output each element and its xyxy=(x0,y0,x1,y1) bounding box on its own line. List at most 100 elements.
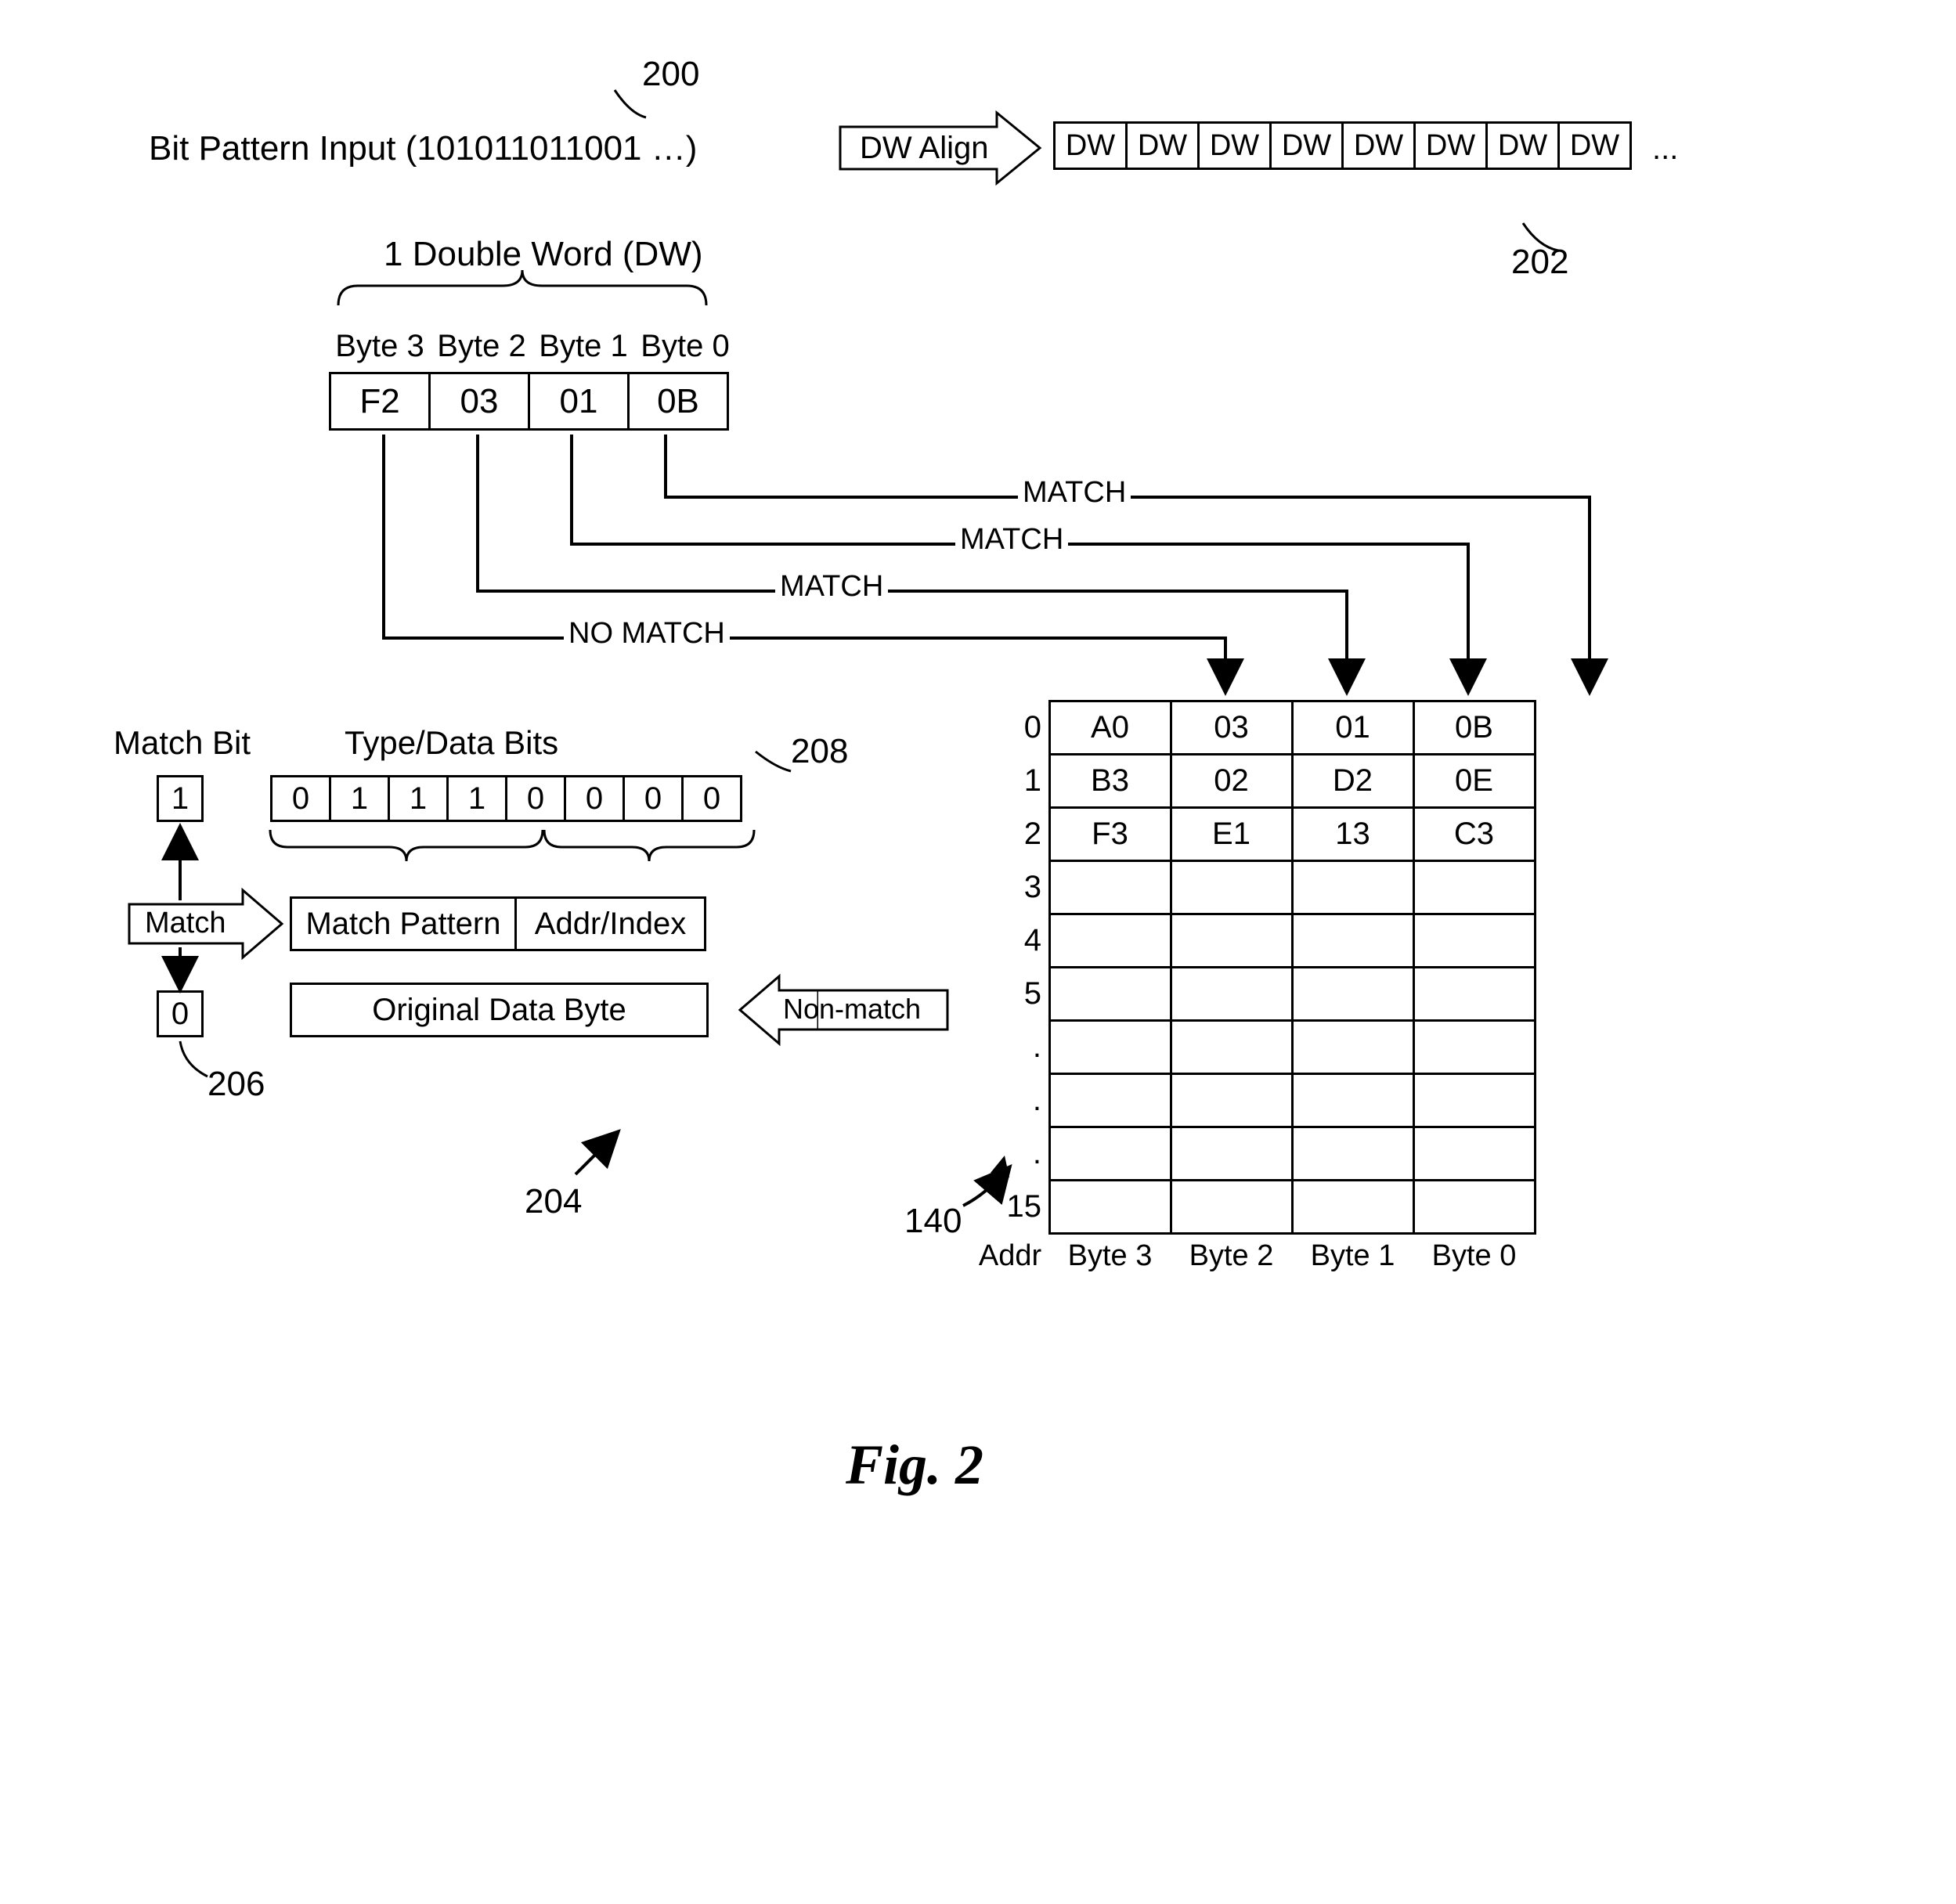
table-cell-empty xyxy=(1048,913,1172,968)
dw-cell: DW xyxy=(1485,121,1560,170)
table-cell-empty xyxy=(1048,1019,1172,1075)
table-cell-empty xyxy=(1291,1073,1415,1128)
row-label: 1 xyxy=(1006,754,1041,807)
table-cell-empty xyxy=(1413,860,1536,915)
table-cell-empty xyxy=(1413,1019,1536,1075)
table-cell-empty xyxy=(1048,1179,1172,1235)
bit: 0 xyxy=(623,775,684,822)
dw-cell: DW xyxy=(1341,121,1416,170)
matchbit-0: 0 xyxy=(157,990,204,1037)
table-cell-empty xyxy=(1048,860,1172,915)
dw-stream: DW DW DW DW DW DW DW DW xyxy=(1053,121,1632,170)
table-cell-empty xyxy=(1291,1179,1415,1235)
dw-byte: F2 xyxy=(329,372,431,431)
table-cell-empty xyxy=(1048,1126,1172,1181)
matchpattern-box: Match Pattern xyxy=(290,896,517,951)
col-footer: Byte 0 xyxy=(1413,1239,1535,1273)
col-footer: Byte 1 xyxy=(1292,1239,1413,1273)
bit: 0 xyxy=(505,775,566,822)
table-cell-empty xyxy=(1170,966,1294,1022)
table-cell-empty xyxy=(1170,1019,1294,1075)
dw-title: 1 Double Word (DW) xyxy=(384,235,703,274)
table-cell: A0 xyxy=(1048,700,1172,755)
table-cell: 0B xyxy=(1413,700,1536,755)
table-cell: 13 xyxy=(1291,806,1415,862)
table-cell-empty xyxy=(1170,860,1294,915)
table-cell: F3 xyxy=(1048,806,1172,862)
ref-140: 140 xyxy=(904,1202,962,1241)
table-cell: C3 xyxy=(1413,806,1536,862)
col-footer: Byte 2 xyxy=(1171,1239,1292,1273)
row-label: 0 xyxy=(1006,701,1041,754)
byte-header: Byte 2 xyxy=(431,329,532,364)
bit-pattern-input: Bit Pattern Input (101011011001 …) xyxy=(149,129,697,168)
table-cell: 0E xyxy=(1413,753,1536,809)
lookup-table: 0 1 2 3 4 5 . . . 15 A0 03 01 0B B3 02 xyxy=(1049,701,1535,1233)
ref-206: 206 xyxy=(208,1065,265,1104)
dw-ellipsis: ... xyxy=(1652,132,1678,167)
row-label: . xyxy=(1006,1020,1041,1073)
table-cell-empty xyxy=(1413,1073,1536,1128)
dw-cell: DW xyxy=(1053,121,1128,170)
table-cell-empty xyxy=(1170,1073,1294,1128)
ref-200: 200 xyxy=(642,55,699,94)
figure-caption: Fig. 2 xyxy=(846,1433,983,1498)
ref-202: 202 xyxy=(1511,243,1568,282)
table-cell-empty xyxy=(1291,966,1415,1022)
row-label: . xyxy=(1006,1127,1041,1180)
row-label: 4 xyxy=(1006,914,1041,967)
byte-header: Byte 3 xyxy=(329,329,431,364)
bit: 1 xyxy=(329,775,390,822)
table-cell: E1 xyxy=(1170,806,1294,862)
dw-cell: DW xyxy=(1269,121,1344,170)
dw-cell: DW xyxy=(1557,121,1632,170)
match-label-b2: MATCH xyxy=(775,570,888,604)
bit: 1 xyxy=(446,775,507,822)
table-cell-empty xyxy=(1170,1126,1294,1181)
bit: 0 xyxy=(564,775,625,822)
table-cell-empty xyxy=(1170,1179,1294,1235)
table-cell: D2 xyxy=(1291,753,1415,809)
table-cell-empty xyxy=(1291,1126,1415,1181)
typedata-label: Type/Data Bits xyxy=(345,724,558,762)
table-cell-empty xyxy=(1048,1073,1172,1128)
dw-align-label: DW Align xyxy=(860,131,989,166)
match-label-b1: MATCH xyxy=(955,523,1068,557)
dw-cell: DW xyxy=(1413,121,1488,170)
dw-byte: 03 xyxy=(428,372,530,431)
ref-204: 204 xyxy=(525,1182,582,1221)
table-cell: 03 xyxy=(1170,700,1294,755)
table-cell: B3 xyxy=(1048,753,1172,809)
bit: 0 xyxy=(270,775,331,822)
row-label: 3 xyxy=(1006,860,1041,914)
dw-byte: 01 xyxy=(528,372,630,431)
matchbit-1: 1 xyxy=(157,775,204,822)
dw-byte: 0B xyxy=(627,372,729,431)
table-cell-empty xyxy=(1291,1019,1415,1075)
ref-208: 208 xyxy=(791,732,848,771)
table-cell-empty xyxy=(1291,860,1415,915)
table-cell-empty xyxy=(1291,913,1415,968)
table-cell-empty xyxy=(1413,1126,1536,1181)
addrindex-box: Addr/Index xyxy=(514,896,706,951)
table-cell-empty xyxy=(1413,1179,1536,1235)
dw-cell: DW xyxy=(1125,121,1200,170)
row-label: 5 xyxy=(1006,967,1041,1020)
row-label: 2 xyxy=(1006,807,1041,860)
match-label-b0: MATCH xyxy=(1018,476,1131,510)
matchbit-label: Match Bit xyxy=(114,724,251,762)
bit: 0 xyxy=(681,775,742,822)
col-footer: Addr xyxy=(971,1239,1049,1273)
row-label: . xyxy=(1006,1073,1041,1127)
nomatch-label-b3: NO MATCH xyxy=(564,617,730,651)
table-cell: 01 xyxy=(1291,700,1415,755)
row-label: 15 xyxy=(1006,1180,1041,1233)
table-cell: 02 xyxy=(1170,753,1294,809)
table-cell-empty xyxy=(1048,966,1172,1022)
byte-header: Byte 0 xyxy=(634,329,736,364)
byte-header: Byte 1 xyxy=(532,329,634,364)
table-cell-empty xyxy=(1413,966,1536,1022)
nonmatch-label: Non-match xyxy=(783,993,921,1026)
match-arrow-label: Match xyxy=(145,907,226,940)
dw-byte-values: F2 03 01 0B xyxy=(329,372,729,431)
